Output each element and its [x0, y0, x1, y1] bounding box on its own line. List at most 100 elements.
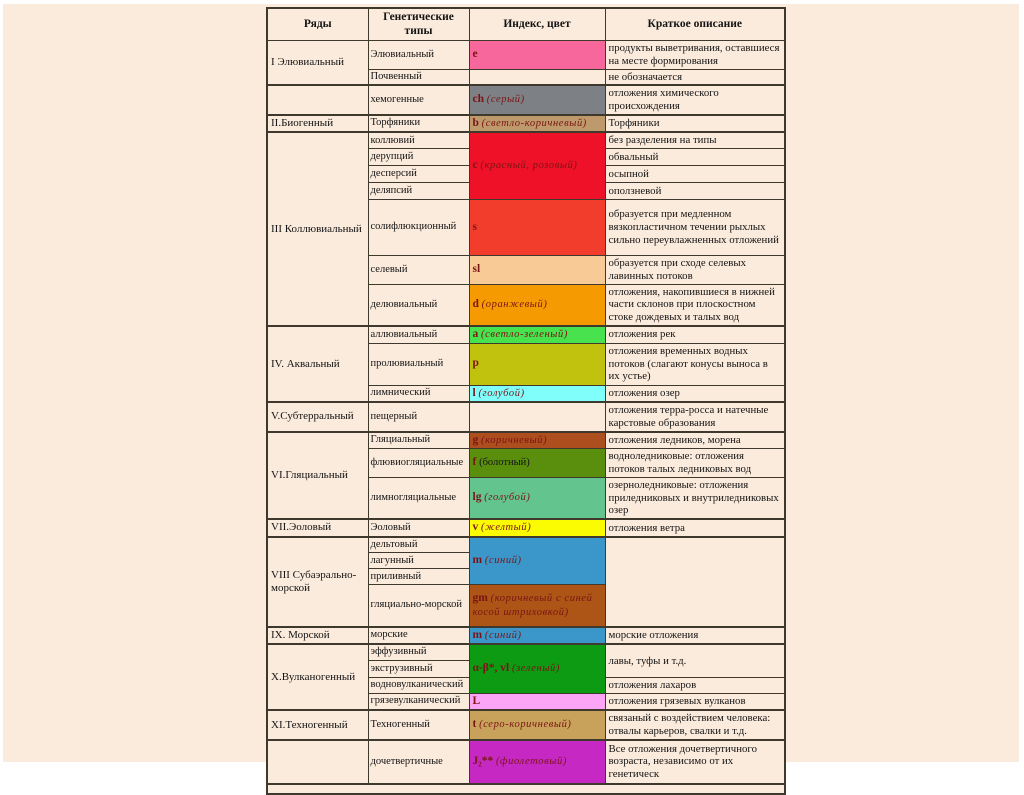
- desc-cell: отложения ветра: [604, 518, 786, 538]
- index-color-note: (синий): [484, 629, 522, 641]
- type-cell: дочетвертичные: [367, 738, 470, 785]
- type-cell: десперсий: [367, 165, 470, 184]
- type-cell: грязевулканический: [367, 692, 470, 711]
- index-code: gm: [472, 592, 488, 605]
- table-row: лимнический l (голубой) отложения озер: [267, 384, 786, 403]
- index-color-note: (желтый): [481, 522, 532, 534]
- index-cell: [468, 401, 606, 433]
- index-cell: J₂** (фиолетовый): [468, 738, 606, 785]
- table-row: дочетвертичные J₂** (фиолетовый) Все отлож…: [266, 738, 786, 785]
- index-code: t: [472, 718, 477, 731]
- table-row: экструзивный: [267, 659, 785, 678]
- index-cell: f (болотный): [468, 448, 606, 478]
- index-cell: [468, 68, 606, 86]
- type-cell: флювиогляциальные: [367, 448, 470, 478]
- table-row: делювиальный d (оранжевый) отложения, нако…: [267, 283, 786, 327]
- type-cell: солифлюкционный: [367, 199, 470, 257]
- type-cell: лагунный: [367, 552, 470, 570]
- index-cell: gm (коричневый с синей косой штриховкой): [468, 584, 606, 628]
- index-code: f: [472, 456, 477, 469]
- table-row: VI.Гляциальный Гляциальный g (коричневый) о…: [266, 430, 786, 520]
- desc-cell: без разделения на типы: [604, 131, 786, 150]
- index-cell: g (коричневый): [468, 430, 606, 450]
- index-code: m: [472, 628, 483, 641]
- index-cell: s: [468, 199, 606, 257]
- series-cell: VII.Эоловый: [266, 518, 369, 538]
- index-cell: p: [468, 342, 606, 386]
- table-row: [266, 782, 786, 795]
- type-cell: водновулканический: [367, 676, 470, 694]
- index-code: ch: [472, 93, 485, 106]
- index-code: J₂**: [472, 755, 494, 768]
- desc-cell: отложения, накопившиеся в нижней части с…: [604, 283, 786, 327]
- series-cell: VI.Гляциальный: [266, 430, 369, 520]
- type-cell: Почвенный: [367, 68, 470, 86]
- slide-background: Ряды Генетические типы Индекс, цвет Краткое…: [3, 4, 1019, 795]
- index-code: p: [472, 357, 479, 370]
- table-row: Почвенный не обозначается: [267, 68, 786, 86]
- table-row: II.Биогенный Торфяники b (светло-коричневы…: [266, 113, 786, 133]
- desc-cell: Все отложения дочетвертичного возраста, …: [604, 738, 786, 785]
- type-cell: хемогенные: [367, 84, 470, 116]
- desc-cell: не обозначается: [604, 68, 786, 86]
- table-row: V.Субтерральный пещерный отложения терра-р…: [266, 401, 786, 433]
- desc-cell: Торфяники: [604, 113, 786, 133]
- table-row: лимногляциальные lg (голубой) озерноледник…: [267, 476, 786, 520]
- table-row: хемогенные ch (серый) отложения химическог…: [266, 84, 786, 116]
- index-cell: ch (серый): [468, 84, 606, 116]
- genetic-types-table: Ряды Генетические типы Индекс, цвет Краткое…: [266, 7, 786, 795]
- table-row: IV. Аквальный аллювиальный a (светло-зелен…: [266, 325, 786, 403]
- series-cell: III Коллювиальный: [266, 131, 369, 327]
- desc-cell: осыпной: [604, 165, 786, 184]
- desc-cell: образуется при сходе селевых лавинных по…: [604, 255, 786, 285]
- header-row: Ряды Генетические типы Индекс, цвет Краткое…: [266, 7, 786, 42]
- index-code: lg: [472, 491, 482, 504]
- type-cell: Эоловый: [367, 518, 470, 538]
- type-cell: экструзивный: [367, 659, 470, 678]
- index-cell: m (синий): [468, 625, 606, 645]
- table-row: XI.Техногенный Техногенный t (серо-коричне…: [266, 709, 786, 741]
- table-row: солифлюкционный s образуется при медленном…: [267, 199, 786, 257]
- table-row: X.Вулканогенный эффузивный α-β*, vl (зелен…: [266, 643, 786, 711]
- desc-cell: отложения озер: [604, 384, 786, 403]
- series-cell: [266, 84, 369, 116]
- table-row: пролювиальный p отложения временных водных…: [267, 342, 786, 386]
- series-cell: IX. Морской: [266, 625, 369, 645]
- table-body: Ряды Генетические типы Индекс, цвет Краткое…: [266, 7, 786, 795]
- table-row: флювиогляциальные f (болотный) водноледник…: [267, 448, 786, 478]
- series-cell: [266, 738, 369, 785]
- type-cell: Торфяники: [367, 113, 470, 133]
- index-color-note: (серый): [486, 94, 525, 106]
- index-color-note: (красный, розовый): [480, 160, 578, 172]
- index-cell: m (синий): [468, 535, 606, 586]
- desc-cell: отложения временных водных потоков (слаг…: [604, 342, 786, 386]
- table-row: I Элювиальный Элювиальный e продукты выветр…: [266, 40, 786, 86]
- desc-cell: отложения лахаров: [604, 676, 786, 694]
- type-cell: лимнический: [367, 384, 470, 403]
- type-cell: пролювиальный: [367, 342, 470, 386]
- index-cell: L: [468, 692, 606, 711]
- index-code: c: [472, 159, 478, 172]
- table-row: селевый sl образуется при сходе селевых ла…: [267, 255, 786, 285]
- desc-cell: водноледниковые: отложения потоков талых…: [604, 448, 786, 478]
- index-cell: l (голубой): [468, 384, 606, 403]
- index-code: s: [472, 220, 477, 233]
- index-code: a: [472, 328, 479, 341]
- index-cell: a (светло-зеленый): [468, 325, 606, 344]
- index-color-note: (оранжевый): [481, 299, 548, 311]
- type-cell: Техногенный: [367, 709, 470, 741]
- type-cell: Элювиальный: [367, 40, 470, 70]
- type-cell: пещерный: [367, 401, 470, 433]
- table-row: деляпсий оползневой: [267, 182, 786, 201]
- index-color-note: (светло-зеленый): [481, 329, 568, 341]
- desc-cell: отложения терра-росса и натечные карстов…: [604, 401, 786, 433]
- type-cell: гляциально-морской: [367, 584, 470, 628]
- series-cell: I Элювиальный: [266, 40, 369, 86]
- index-cell: α-β*, vl (зеленый): [468, 643, 606, 694]
- index-code: m: [472, 554, 483, 567]
- type-cell: дерупций: [367, 148, 470, 167]
- index-code: l: [472, 386, 476, 399]
- index-cell: sl: [468, 255, 606, 285]
- desc-cell: связаный с воздействием человека: отвалы…: [604, 709, 786, 741]
